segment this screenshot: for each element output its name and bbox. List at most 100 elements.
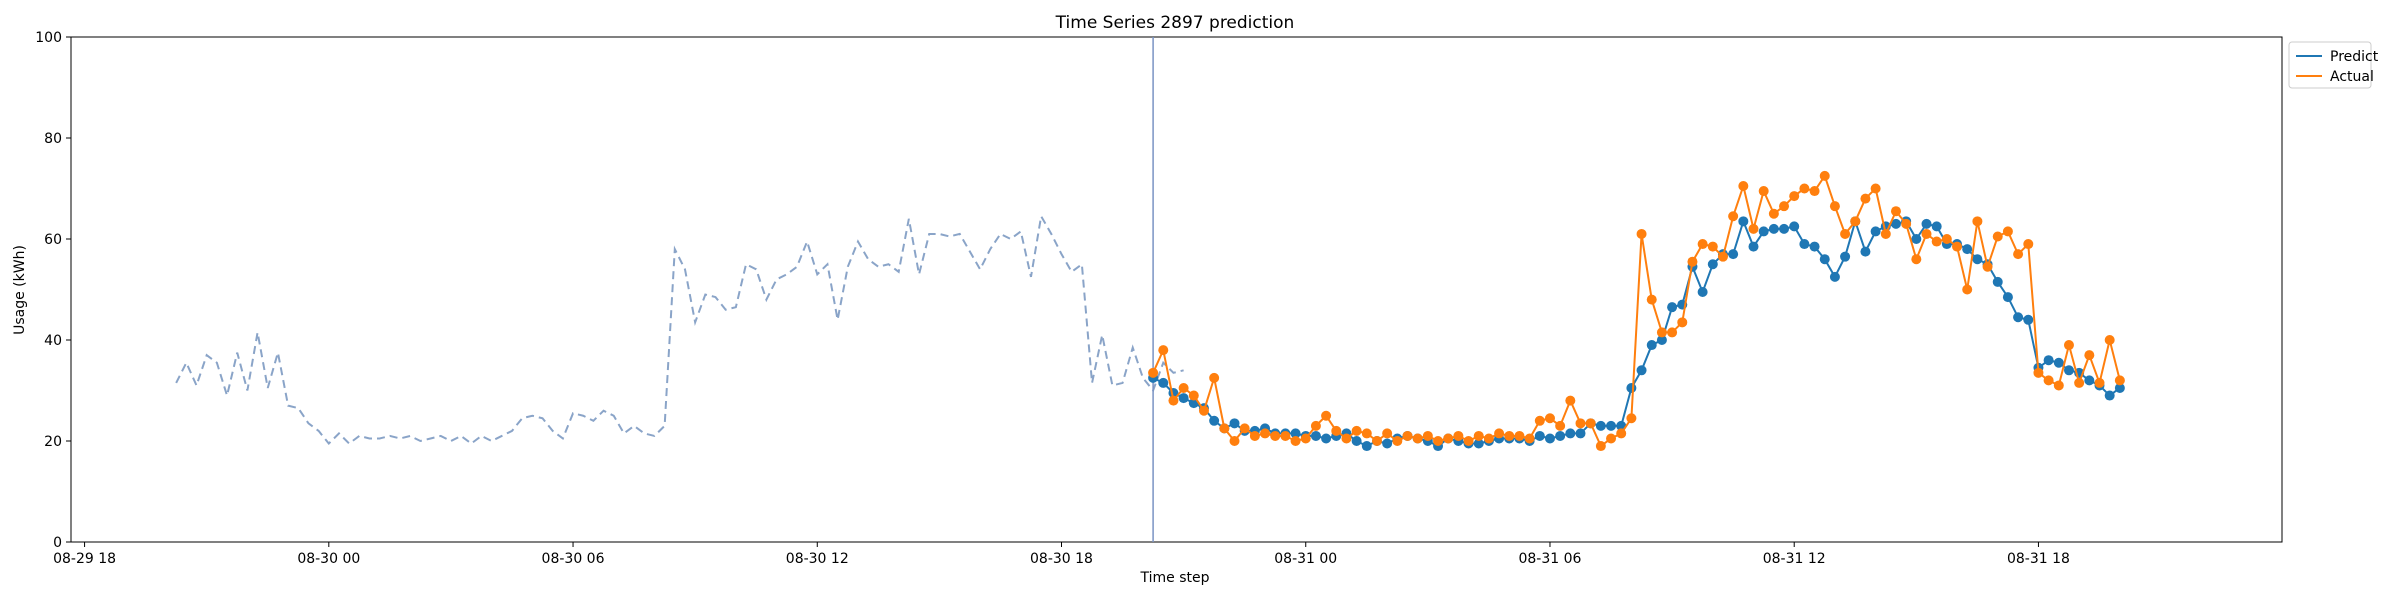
x-tick-label: 08-29 18 (53, 551, 116, 567)
predict-point (1860, 246, 1871, 257)
predict-point (1748, 241, 1759, 252)
actual-point (1982, 261, 1993, 272)
actual-point (1514, 430, 1525, 441)
y-tick-label: 20 (44, 434, 62, 450)
actual-point (1626, 413, 1637, 424)
actual-point (1371, 436, 1382, 446)
actual-point (1392, 436, 1403, 446)
actual-point (1931, 236, 1942, 247)
actual-point (1280, 430, 1291, 441)
actual-point (1575, 418, 1586, 429)
predict-point (1158, 377, 1169, 388)
actual-point (2063, 340, 2074, 351)
predict-point (1992, 276, 2003, 287)
legend-entry: Actual (2330, 69, 2374, 85)
y-tick-label: 60 (44, 232, 62, 248)
predict-point (1768, 223, 1779, 234)
actual-point (1789, 191, 1800, 202)
predict-point (1178, 393, 1189, 404)
actual-point (1697, 239, 1708, 250)
predict-point (1575, 428, 1586, 439)
y-tick-label: 0 (53, 535, 62, 551)
actual-point (2043, 375, 2054, 386)
predict-point (2053, 357, 2064, 368)
actual-point (1178, 382, 1189, 393)
actual-point (1779, 201, 1790, 212)
actual-point (1840, 228, 1851, 239)
actual-point (1148, 367, 1159, 378)
actual-point (1860, 193, 1871, 204)
predict-point (1667, 302, 1678, 313)
actual-point (1473, 430, 1484, 441)
chart-title: Time Series 2897 prediction (1055, 13, 1295, 33)
x-tick-label: 08-30 00 (297, 551, 360, 567)
predict-point (1758, 226, 1769, 237)
actual-point (1616, 428, 1627, 439)
actual-point (1809, 186, 1820, 197)
actual-point (1870, 183, 1881, 194)
predict-point (1799, 239, 1810, 250)
actual-point (1748, 223, 1759, 234)
actual-point (1412, 433, 1423, 444)
actual-point (1829, 201, 1840, 212)
actual-point (1972, 216, 1983, 227)
predict-point (1921, 218, 1932, 229)
actual-point (1850, 216, 1861, 227)
actual-point (2114, 375, 2125, 386)
predict-point (1809, 241, 1820, 252)
actual-point (1351, 425, 1362, 436)
predict-point (1595, 420, 1606, 431)
actual-point (1565, 395, 1576, 406)
predict-point (1840, 251, 1851, 262)
actual-point (1555, 420, 1566, 431)
actual-point (1483, 433, 1494, 444)
y-axis: 0 20 40 60 80 100 (35, 30, 71, 551)
predict-point (1931, 221, 1942, 232)
actual-point (1188, 390, 1199, 401)
actual-point (1595, 441, 1606, 452)
y-tick-label: 80 (44, 131, 62, 147)
x-axis: 08-29 18 08-30 00 08-30 06 08-30 12 08-30 18… (53, 542, 2070, 567)
actual-point (1677, 317, 1688, 328)
actual-series-line (1152, 173, 2121, 448)
x-tick-label: 08-30 06 (542, 551, 605, 567)
legend-entry: Predict (2330, 49, 2379, 65)
predict-point (1565, 428, 1576, 439)
predict-point (2013, 312, 2024, 323)
actual-point (1219, 423, 1230, 434)
actual-point (1229, 436, 1240, 446)
predict-point (2002, 292, 2013, 303)
actual-point (1901, 218, 1912, 229)
predict-point (1555, 430, 1566, 441)
y-tick-label: 100 (35, 30, 62, 46)
actual-point (1504, 430, 1515, 441)
actual-point (2094, 377, 2105, 388)
predict-point (1972, 254, 1983, 265)
actual-point (1310, 420, 1321, 431)
actual-point (1941, 234, 1952, 244)
actual-point (1707, 241, 1718, 252)
predict-point (1209, 415, 1220, 426)
actual-point (1921, 228, 1932, 239)
actual-point (1992, 231, 2003, 242)
predict-point (2084, 375, 2095, 386)
actual-point (1260, 428, 1271, 439)
predict-point (1544, 433, 1555, 444)
predict-point (1656, 335, 1667, 345)
x-tick-label: 08-31 00 (1274, 551, 1337, 567)
predict-point (1473, 438, 1484, 449)
predict-point (1890, 218, 1901, 229)
actual-point (1168, 395, 1179, 406)
actual-point (1239, 423, 1250, 434)
actual-point (1717, 251, 1728, 262)
x-tick-label: 08-30 18 (1030, 551, 1093, 567)
predict-point (1789, 221, 1800, 232)
actual-point (1341, 433, 1352, 444)
predict-point (2104, 390, 2115, 401)
actual-point (1494, 428, 1505, 439)
plot-area (70, 36, 2283, 543)
predict-point (1351, 436, 1362, 446)
actual-point (2033, 367, 2044, 378)
y-tick-label: 40 (44, 333, 62, 349)
predict-point (1606, 420, 1617, 431)
